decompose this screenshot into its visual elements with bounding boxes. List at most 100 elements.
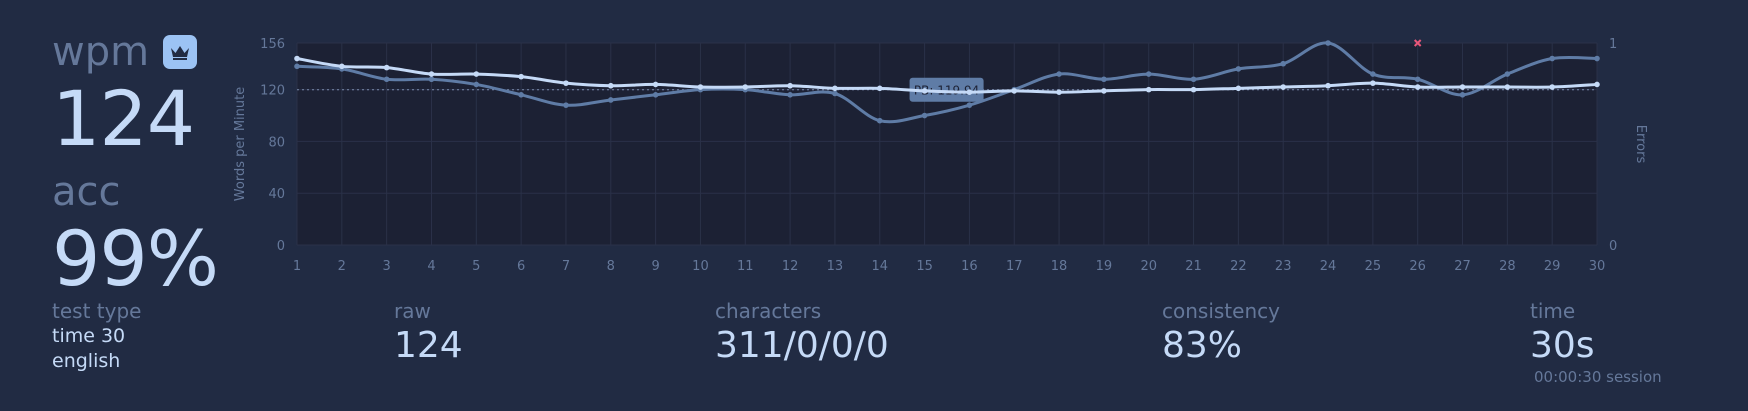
x-tick-label: 25 [1365, 259, 1382, 274]
wpm-point [1145, 86, 1152, 93]
wpm-point [1235, 85, 1242, 92]
wpm-point [294, 55, 300, 62]
x-tick-label: 24 [1320, 259, 1337, 274]
raw-point [787, 91, 793, 98]
error-marker [1413, 39, 1422, 47]
wpm-point [1101, 88, 1107, 94]
x-tick-label: 30 [1589, 259, 1606, 274]
wpm-point [1549, 84, 1555, 90]
y-tick-label: 80 [268, 135, 285, 150]
characters-label: characters [715, 299, 822, 323]
crown-icon[interactable] [163, 35, 198, 69]
wpm-point [876, 85, 883, 92]
wpm-point [1459, 84, 1466, 90]
x-tick-label: 17 [1006, 259, 1023, 274]
x-tick-label: 18 [1051, 259, 1068, 274]
wpm-point [832, 85, 838, 92]
raw-point [1280, 60, 1287, 67]
wpm-point [697, 84, 704, 90]
x-tick-label: 5 [472, 259, 480, 274]
acc-value: 99% [52, 214, 219, 303]
raw-point [876, 117, 883, 124]
raw-point [832, 90, 838, 97]
raw-point [1056, 71, 1062, 77]
wpm-point [1414, 84, 1421, 90]
y-tick-label: 120 [260, 84, 285, 99]
raw-point [1459, 91, 1466, 98]
raw-point [1370, 71, 1376, 77]
x-tick-label: 2 [338, 259, 346, 274]
x-tick-label: 11 [737, 259, 754, 274]
wpm-point [1325, 82, 1331, 89]
wpm-point [473, 71, 480, 77]
x-tick-label: 4 [427, 259, 435, 274]
x-tick-label: 13 [827, 259, 844, 274]
x-tick-label: 14 [871, 259, 888, 274]
x-tick-label: 6 [517, 259, 525, 274]
raw-point [383, 76, 390, 83]
x-tick-label: 16 [961, 259, 978, 274]
wpm-header: wpm [52, 28, 232, 76]
y-tick-label: 0 [277, 239, 285, 254]
time-stat: time 30s 00:00:30 session [1530, 298, 1662, 386]
wpm-point [1011, 88, 1018, 94]
test-type-language[interactable]: english [52, 350, 121, 372]
raw-point [294, 63, 300, 70]
consistency-label: consistency [1162, 299, 1280, 323]
test-type-label: test type [52, 299, 142, 323]
pb-label-bg [909, 77, 984, 102]
consistency-stat: consistency 83% [1162, 298, 1280, 368]
raw-point [563, 102, 569, 108]
raw-point [1414, 76, 1421, 83]
y-tick-label: 156 [260, 37, 285, 52]
raw-point [1145, 71, 1152, 77]
time-value: 30s [1530, 325, 1595, 366]
raw-point [607, 97, 614, 103]
wpm-point [1280, 84, 1287, 90]
wpm-point [652, 81, 659, 88]
x-tick-label: 20 [1140, 259, 1157, 274]
raw-point [428, 76, 435, 83]
wpm-point [339, 63, 345, 70]
raw-point [1325, 40, 1331, 46]
wpm-point [742, 84, 749, 90]
raw-point [1101, 76, 1107, 83]
wpm-point [1594, 81, 1600, 88]
x-tick-label: 29 [1544, 259, 1561, 274]
session-time: 00:00:30 session [1534, 368, 1662, 386]
raw-point [966, 102, 973, 108]
consistency-value: 83% [1162, 325, 1243, 366]
acc-label: acc [52, 169, 121, 215]
test-type-stat: test type time 30 english [52, 298, 141, 374]
x-tick-label: 8 [607, 259, 615, 274]
x-tick-label: 22 [1230, 259, 1247, 274]
wpm-point [1190, 86, 1197, 93]
time-label: time [1530, 299, 1576, 323]
raw-value: 124 [394, 325, 463, 366]
x-tick-label: 27 [1454, 259, 1471, 274]
x-tick-label: 10 [692, 259, 709, 274]
raw-label: raw [394, 299, 431, 323]
y-axis-label: Words per Minute [233, 87, 248, 201]
x-tick-label: 15 [916, 259, 933, 274]
raw-point [1594, 55, 1600, 62]
characters-stat: characters 311/0/0/0 [715, 298, 889, 368]
wpm-point [383, 64, 390, 71]
wpm-point [1056, 89, 1062, 96]
raw-point [1235, 66, 1242, 72]
wpm-point [921, 88, 928, 94]
wpm-point [787, 82, 793, 89]
wpm-series-line [296, 57, 1598, 94]
raw-point [1190, 76, 1197, 83]
wpm-label: wpm [52, 29, 150, 75]
x-tick-label: 1 [293, 259, 301, 274]
wpm-value: 124 [52, 74, 195, 163]
wpm-point [518, 73, 524, 80]
x-tick-label: 28 [1499, 259, 1516, 274]
x-tick-label: 7 [562, 259, 570, 274]
y-tick-label: 40 [268, 187, 285, 202]
raw-point [518, 91, 524, 98]
x-tick-label: 26 [1409, 259, 1426, 274]
test-type-mode[interactable]: time 30 [52, 325, 126, 347]
